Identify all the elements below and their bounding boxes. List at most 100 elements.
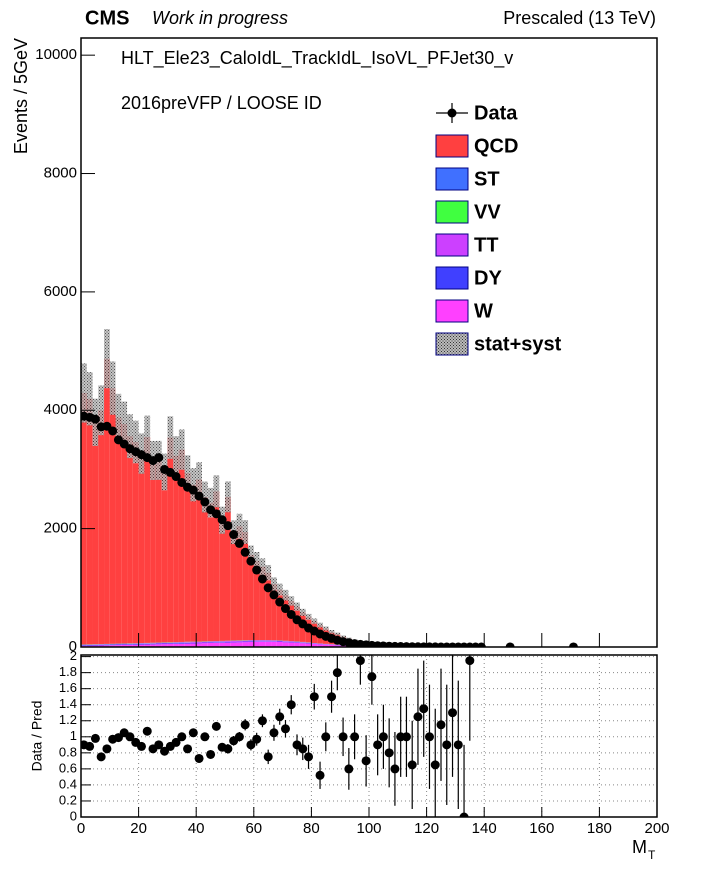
ratio-point [194, 753, 204, 763]
stack-bar [81, 392, 87, 645]
data-point [90, 414, 100, 424]
stack-bar [127, 644, 133, 647]
x-tick-label: 80 [303, 820, 320, 837]
stack-bar [236, 642, 243, 647]
stack-bar [196, 642, 202, 644]
uncertainty-band [115, 393, 122, 442]
uncertainty-band [276, 583, 283, 596]
stack-bar [150, 644, 156, 647]
ratio-point [378, 732, 388, 742]
stack-bar [276, 641, 283, 647]
y-tick-label: 1.6 [59, 680, 77, 695]
ratio-point [413, 712, 423, 722]
stack-bar [242, 532, 249, 641]
ratio-point [424, 732, 434, 742]
stack-bar [161, 642, 168, 644]
ratio-point [321, 732, 331, 742]
ratio-point [125, 732, 135, 742]
uncertainty-band [98, 385, 105, 436]
ratio-point [344, 764, 354, 774]
legend-label: Data [474, 102, 518, 124]
legend-label: TT [474, 234, 498, 256]
lumi-label: Prescaled (13 TeV) [503, 8, 656, 28]
extra-label: Work in progress [152, 8, 288, 28]
stack-bar [322, 644, 329, 647]
stack-bar [201, 641, 208, 643]
ratio-point [430, 760, 440, 770]
stack-bar [213, 642, 220, 643]
stack-bar [196, 641, 202, 643]
stack-bar [225, 496, 231, 641]
ratio-plot [81, 655, 657, 817]
stack-bar [219, 642, 225, 647]
legend-label: QCD [474, 135, 518, 157]
uncertainty-band [184, 455, 191, 491]
uncertainty-band [207, 487, 214, 518]
stack-bar [138, 644, 145, 647]
x-axis-label-sub: T [648, 848, 656, 862]
stack-bar [173, 455, 179, 643]
stack-bar [230, 640, 237, 642]
ratio-point [401, 732, 411, 742]
uncertainty-band [86, 372, 93, 426]
stack-bar [144, 643, 151, 645]
data-point [211, 509, 221, 519]
ratio-point [177, 732, 187, 742]
data-point [505, 642, 515, 647]
ratio-point [407, 760, 417, 770]
data-point [257, 574, 267, 584]
y-tick-label: 1.8 [59, 664, 77, 679]
stack-bar [282, 642, 289, 647]
stack-bar [155, 643, 162, 644]
stack-bar [219, 642, 225, 643]
y-tick-label: 2 [70, 648, 77, 663]
data-point [194, 491, 204, 501]
uncertainty-band [173, 436, 179, 476]
stack-bar [248, 640, 254, 642]
data-point [234, 538, 244, 548]
stack-bar [109, 644, 116, 646]
stack-bar [178, 643, 185, 644]
stack-bar [86, 398, 93, 645]
stack-bar [98, 410, 105, 645]
main-plot [81, 329, 578, 647]
stack-bar [207, 642, 214, 647]
stack-bar [248, 641, 254, 647]
x-tick-label: 160 [529, 820, 554, 837]
ratio-point [280, 724, 290, 734]
uncertainty-band [282, 589, 289, 601]
uncertainty-band [271, 577, 277, 591]
stack-bar [253, 641, 260, 647]
legend-swatch [435, 200, 469, 224]
stack-bar [184, 643, 191, 647]
stack-bar [225, 641, 231, 643]
stack-bar [190, 642, 197, 644]
uncertainty-band [196, 462, 202, 497]
ratio-point [361, 756, 371, 766]
stack-bar [167, 437, 174, 643]
uncertainty-band [190, 468, 197, 502]
stack-bar [271, 640, 277, 642]
legend-label: VV [474, 201, 501, 223]
stack-bar [109, 645, 116, 647]
stack-bar [276, 589, 283, 641]
data-point [171, 472, 181, 482]
stack-bar [190, 642, 197, 643]
ratio-point [171, 737, 181, 747]
stack-bar [104, 358, 110, 644]
stack-bar [132, 441, 139, 644]
ratio-point [269, 728, 279, 738]
stack-bar [201, 497, 208, 642]
stack-bar [150, 643, 156, 644]
stack-bar [219, 641, 225, 643]
stack-bar [167, 644, 174, 647]
stack-bar [150, 643, 156, 645]
ratio-point [419, 704, 429, 714]
ratio-point [453, 740, 463, 750]
ratio-point [154, 740, 164, 750]
stack-bar [184, 473, 191, 642]
uncertainty-band [144, 415, 151, 459]
stack-bar [265, 641, 272, 647]
uncertainty-band [299, 608, 306, 616]
